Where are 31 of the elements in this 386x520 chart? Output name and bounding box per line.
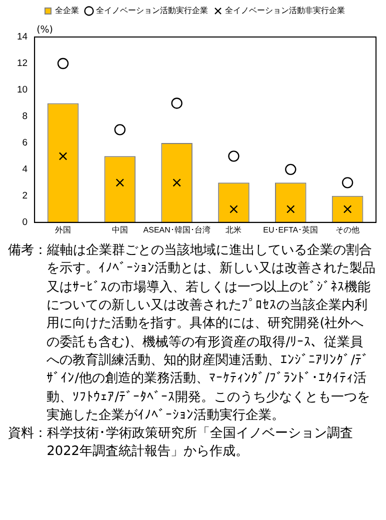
x-tick-label: 北米	[226, 225, 242, 234]
y-tick-label: 0	[22, 217, 28, 228]
point	[342, 177, 354, 188]
y-tick-label: 14	[16, 32, 28, 43]
point	[285, 164, 296, 176]
text: 資料：科学技術･学術政策研究所「全国イノベーション調査2022年調査統計報告」から作成。	[8, 425, 354, 462]
x-tick-label: 中国	[112, 225, 128, 234]
x-tick-label: 外国	[55, 225, 72, 234]
point	[58, 152, 68, 160]
point	[228, 150, 240, 162]
y-tick-label: 10	[16, 84, 28, 96]
point	[57, 58, 69, 70]
point	[172, 178, 181, 187]
legend-label: 全企業	[55, 6, 79, 16]
point	[116, 178, 124, 187]
x-tick-label: その他	[336, 225, 360, 234]
legend-label: 全イノベーション活動実行企業	[96, 6, 208, 16]
y-axis-title: (%)	[36, 24, 54, 36]
point	[286, 205, 295, 214]
y-tick-label: 2	[22, 190, 28, 202]
y-tick-label: 4	[22, 164, 28, 176]
x-tick-label: ASEAN･韓国･台湾	[143, 225, 210, 234]
point	[114, 124, 126, 136]
point	[230, 205, 238, 214]
x-tick-label: EU･EFTA･英国	[263, 225, 318, 234]
y-tick-label: 8	[22, 111, 28, 122]
y-tick-label: 12	[16, 58, 28, 70]
point	[171, 98, 182, 109]
legend-label: 全イノベーション活動非実行企業	[225, 6, 345, 16]
y-tick-label: 6	[22, 138, 28, 149]
text: 備考：縦軸は企業群ごとの当該地域に進出している企業の割合を示す。ｲﾉﾍﾞｰｼｮﾝ活動とは、新しい又は改善された製品又はｻｰﾋﾞｽの市場導入、若しくは一つ以上のﾋﾞｼﾞﾈｽ機能についての新しい又は改善されたﾌﾟﾛｾｽの当該企業内利用に向けた活動を指す。具体的には、研究開発(社外への委託も含む)、機械等の有形資産の取得/ﾘｰｽ、従業員への教育訓練活動、知的財産関連活動、ｴﾝｼﾞﾆｱﾘﾝｸﾞ/ﾃﾞｻﾞｲﾝ/他の創造的業務活動、ﾏｰｹﾃｨﾝｸﾞ/ﾌﾞﾗﾝﾄﾞ･ｴｸｲﾃｨ活動、ｿﾌﾄｳｪｱ/ﾃﾞｰﾀﾍﾞｰｽ開発。このうち少なくとも一つを実施した企業がｲﾉﾍﾞｰｼｮﾝ活動実行企業。	[8, 243, 376, 423]
